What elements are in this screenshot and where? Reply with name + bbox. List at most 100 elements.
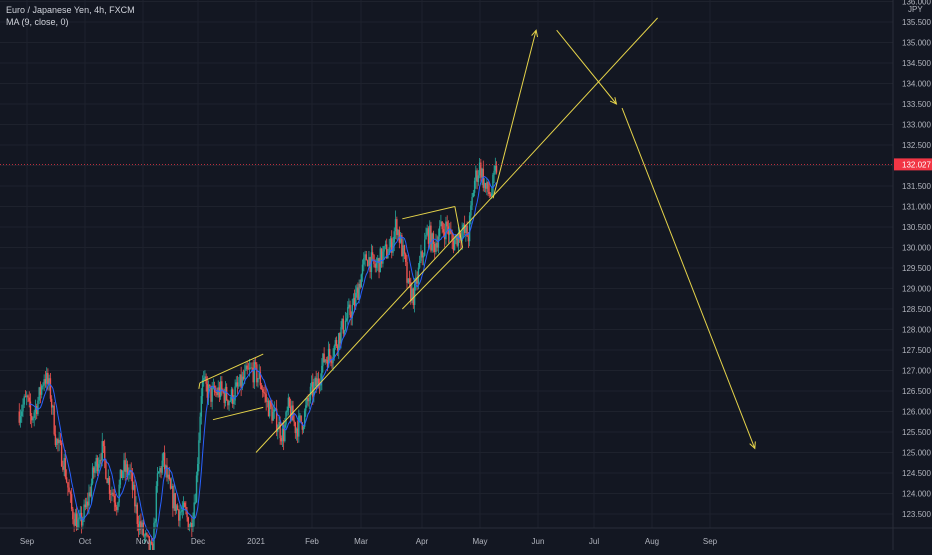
candle-body [394, 219, 397, 232]
candle-body [451, 233, 453, 241]
candle-body [43, 379, 45, 386]
trend-line [255, 17, 658, 453]
candle-body [144, 533, 147, 536]
candle-body [242, 376, 245, 379]
candle-body [351, 304, 353, 319]
candle-body [422, 255, 425, 258]
candle-body [77, 519, 79, 530]
price-tick-label: 127.000 [902, 367, 931, 376]
price-tick-label: 123.500 [902, 510, 931, 519]
candle-body [156, 473, 159, 487]
candle-body [353, 298, 356, 307]
candle-body [412, 288, 415, 306]
wedge-edge [454, 206, 464, 248]
candle-body [303, 410, 306, 427]
moving-average-line [28, 175, 497, 542]
candle-body [113, 495, 116, 503]
candle-body [468, 215, 471, 242]
candle-body [110, 493, 112, 495]
candle-body [197, 464, 199, 476]
candle-body [195, 475, 198, 503]
candle-body [112, 492, 114, 496]
candle-body [446, 221, 448, 227]
candle-body [383, 246, 385, 252]
candle-body [410, 282, 412, 301]
candle-body [221, 381, 223, 390]
candle-body [55, 439, 58, 445]
candle-body [411, 288, 413, 301]
candle-body [57, 439, 59, 444]
candle-body [331, 362, 333, 364]
candle-body [494, 165, 497, 171]
candle-body [167, 474, 169, 478]
candle-body [305, 405, 307, 411]
candle-body [38, 387, 40, 401]
candle-body [134, 484, 136, 507]
candle-body [341, 318, 343, 328]
candle-body [219, 381, 222, 397]
candle-body [36, 406, 38, 415]
candle-body [203, 378, 205, 380]
price-tick-label: 135.500 [902, 18, 931, 27]
price-tick-label: 129.500 [902, 264, 931, 273]
candle-body [407, 278, 409, 283]
candle-body [181, 509, 184, 512]
candle-body [228, 401, 230, 406]
candle-body [52, 405, 54, 408]
candle-body [131, 472, 134, 490]
candle-body [69, 492, 72, 495]
candle-body [472, 192, 475, 198]
candle-body [271, 406, 273, 421]
candle-body [315, 377, 317, 387]
candle-body [24, 396, 27, 398]
candle-body [339, 333, 341, 344]
candle-body [253, 362, 256, 383]
candle-body [97, 463, 100, 472]
arrow-head [531, 29, 539, 38]
candle-body [435, 242, 437, 253]
candle-body [470, 205, 472, 216]
legend-indicator: MA (9, close, 0) [6, 17, 69, 27]
candle-body [239, 374, 241, 386]
candle-body [123, 460, 125, 472]
candle-body [50, 398, 53, 408]
candle-body [248, 367, 251, 369]
candle-body [174, 493, 176, 511]
candle-body [467, 236, 470, 242]
candle-body [358, 283, 360, 300]
price-tick-label: 134.000 [902, 80, 931, 89]
candle-body [432, 233, 435, 244]
candle-body [117, 502, 119, 511]
candle-body [234, 386, 236, 401]
candle-body [267, 400, 270, 417]
candle-body [317, 378, 320, 384]
candle-body [360, 274, 363, 288]
candle-body [236, 382, 239, 387]
candle-body [150, 542, 153, 544]
candle-body [146, 533, 148, 535]
candle-body [420, 251, 422, 262]
candle-body [87, 501, 89, 506]
candle-body [312, 382, 314, 397]
price-tick-label: 131.500 [902, 182, 931, 191]
candle-body [84, 504, 87, 508]
candle-body [388, 247, 390, 255]
candle-body [321, 365, 323, 382]
candle-body [148, 536, 150, 551]
candle-body [413, 284, 416, 306]
candle-body [225, 386, 228, 400]
candle-body [245, 365, 247, 371]
candle-body [473, 180, 476, 193]
candle-body [34, 406, 37, 413]
candle-body [176, 505, 179, 510]
candle-body [307, 398, 309, 402]
candle-body [371, 252, 374, 255]
candle-body [259, 371, 262, 386]
candle-body [207, 384, 210, 398]
candle-body [456, 234, 458, 246]
candle-body [126, 464, 129, 476]
candle-body [492, 174, 494, 194]
candle-body [406, 262, 408, 283]
